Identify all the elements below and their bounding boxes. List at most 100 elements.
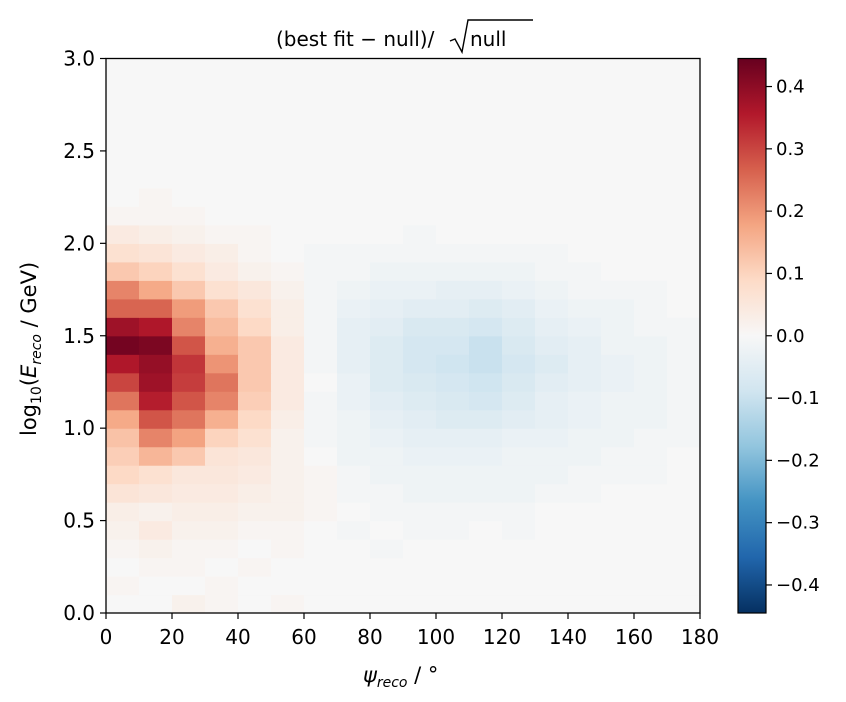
heatmap-cell (667, 502, 701, 522)
heatmap-cell (370, 557, 404, 577)
heatmap-cell (205, 261, 239, 281)
heatmap-cell (205, 483, 239, 503)
heatmap-cell (271, 169, 305, 189)
colorbar-ticks: −0.4 −0.3 −0.2 −0.1 0.0 0.1 0.2 0.3 0.4 (766, 77, 820, 596)
heatmap-cell (271, 132, 305, 152)
heatmap-cell (568, 465, 602, 485)
heatmap-cell (172, 354, 206, 374)
heatmap-cell (568, 335, 602, 355)
heatmap-cell (139, 446, 173, 466)
heatmap-cell (337, 150, 371, 170)
heatmap-cell (436, 354, 470, 374)
heatmap-cell (337, 132, 371, 152)
heatmap-cell (601, 261, 635, 281)
heatmap-cell (172, 243, 206, 263)
x-tick-label: 140 (549, 625, 587, 649)
heatmap-cell (535, 132, 569, 152)
heatmap-cell (304, 594, 338, 614)
heatmap-cell (139, 76, 173, 97)
chart-title-radicand: null (470, 27, 506, 51)
heatmap-cell (172, 298, 206, 318)
heatmap-cell (634, 465, 668, 485)
heatmap-cell (370, 224, 404, 244)
heatmap-cell (139, 206, 173, 226)
heatmap-cell (238, 150, 272, 170)
heatmap-cell (172, 76, 206, 97)
heatmap-cell (436, 113, 470, 134)
heatmap-cell (205, 576, 239, 596)
heatmap-cell (205, 539, 239, 559)
heatmap-cell (601, 224, 635, 244)
heatmap-cell (172, 539, 206, 559)
heatmap-cell (601, 446, 635, 466)
heatmap-cell (271, 95, 305, 115)
heatmap-cell (568, 576, 602, 596)
heatmap-cell (568, 243, 602, 263)
heatmap-cell (370, 298, 404, 318)
colorbar-tick-label: −0.2 (776, 450, 820, 471)
heatmap-cell (568, 428, 602, 448)
heatmap-cell (601, 483, 635, 503)
heatmap-cell (535, 594, 569, 614)
heatmap-cell (568, 502, 602, 522)
heatmap-cell (535, 150, 569, 170)
heatmap-cell (403, 150, 437, 170)
heatmap-cell (568, 354, 602, 374)
heatmap-cell (469, 354, 503, 374)
heatmap-cell (106, 76, 140, 97)
heatmap-cell (403, 206, 437, 226)
colorbar-tick-label: 0.1 (776, 263, 805, 284)
heatmap-cell (271, 224, 305, 244)
heatmap-cell (304, 335, 338, 355)
x-axis-label-subscript: reco (377, 675, 408, 691)
heatmap-cell (601, 557, 635, 577)
heatmap-cell (106, 483, 140, 503)
heatmap-cell (634, 409, 668, 429)
heatmap-cell (436, 243, 470, 263)
heatmap-cell (172, 206, 206, 226)
heatmap-cell (337, 465, 371, 485)
heatmap-cell (403, 576, 437, 596)
heatmap-cell (568, 76, 602, 97)
heatmap-cell (172, 150, 206, 170)
heatmap-cell (370, 113, 404, 134)
heatmap-cell (304, 224, 338, 244)
heatmap-cell (667, 243, 701, 263)
heatmap-cell (337, 391, 371, 411)
heatmap-cell (337, 483, 371, 503)
heatmap-cell (469, 206, 503, 226)
heatmap-cell (634, 446, 668, 466)
heatmap-cell (667, 113, 701, 134)
y-tick-label: 3.0 (63, 47, 95, 71)
heatmap-cell (502, 224, 536, 244)
heatmap-cell (601, 317, 635, 337)
heatmap-cell (370, 243, 404, 263)
x-tick-label: 180 (681, 625, 719, 649)
heatmap-cell (271, 261, 305, 281)
heatmap-cell (238, 95, 272, 115)
heatmap-cell (139, 557, 173, 577)
heatmap-cell (667, 428, 701, 448)
heatmap-cell (502, 317, 536, 337)
heatmap-cell (370, 465, 404, 485)
heatmap-cell (535, 187, 569, 207)
heatmap-cell (667, 224, 701, 244)
heatmap-cell (106, 150, 140, 170)
x-tick-label: 40 (225, 625, 250, 649)
heatmap-cell (667, 206, 701, 226)
heatmap-cell (139, 391, 173, 411)
heatmap-cell (436, 58, 470, 78)
heatmap-cell (568, 206, 602, 226)
heatmap-cell (502, 446, 536, 466)
heatmap-cell (139, 280, 173, 300)
heatmap-cell (139, 150, 173, 170)
heatmap-cell (238, 113, 272, 134)
heatmap-cell (238, 261, 272, 281)
heatmap-cell (502, 428, 536, 448)
y-tick-label: 2.0 (63, 231, 95, 255)
heatmap-cell (634, 372, 668, 392)
heatmap-cell (106, 58, 140, 78)
heatmap-cell (601, 169, 635, 189)
heatmap-cell (634, 335, 668, 355)
colorbar (737, 57, 767, 614)
